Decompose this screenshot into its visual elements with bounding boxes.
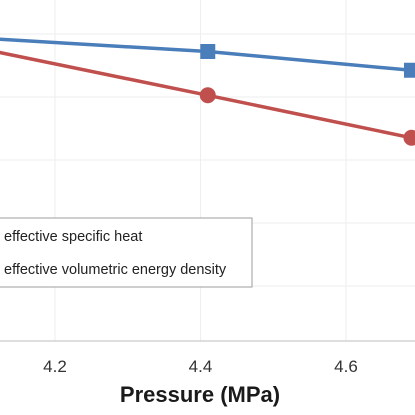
legend-box <box>0 217 253 288</box>
x-tick-label: 4.6 <box>334 357 358 376</box>
legend: effective specific heat effective volume… <box>0 217 253 288</box>
data-point-circle <box>403 129 415 146</box>
series-markers <box>199 44 415 146</box>
x-axis-title: Pressure (MPa) <box>120 382 280 407</box>
x-tick-labels: 4.24.44.64.8 <box>43 357 358 376</box>
data-point-circle <box>199 87 216 104</box>
legend-label-volumetric-energy-density: effective volumetric energy density <box>4 262 227 278</box>
legend-label-specific-heat: effective specific heat <box>4 229 142 245</box>
series-lines <box>0 37 415 141</box>
series-line-volumetric-energy-density <box>0 50 415 141</box>
data-point-square <box>403 62 415 78</box>
x-tick-label: 4.2 <box>43 357 67 376</box>
series-line-specific-heat <box>0 37 415 73</box>
data-point-square <box>200 44 216 59</box>
x-tick-label: 4.4 <box>189 357 213 376</box>
